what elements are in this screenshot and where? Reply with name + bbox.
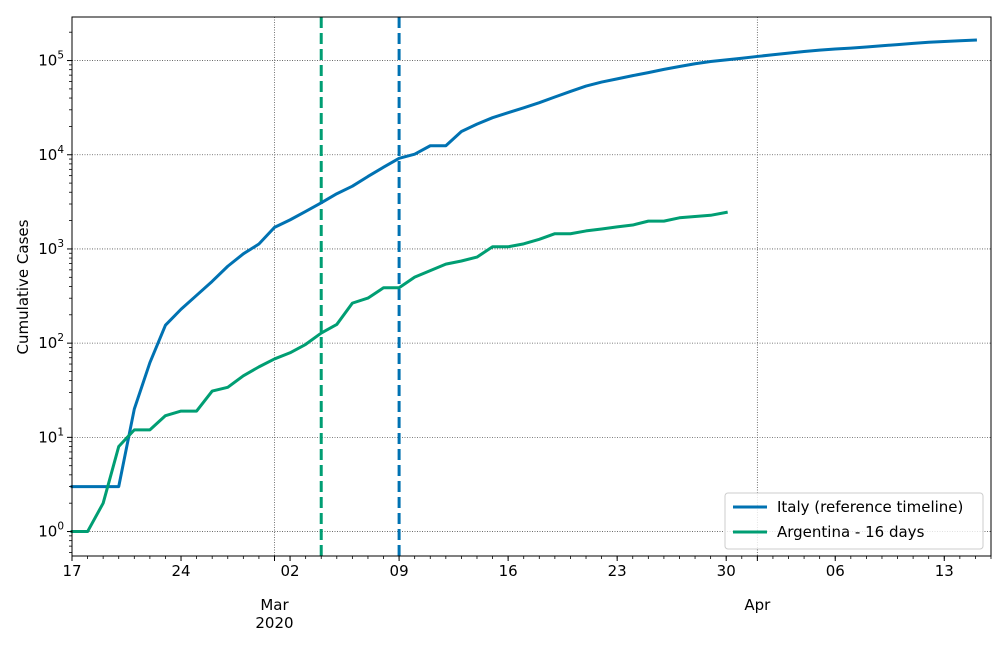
y-tick-base: 10	[38, 240, 57, 258]
x-tick-label: 23	[608, 562, 627, 580]
y-tick-exponent: 2	[57, 332, 64, 344]
y-tick-exponent: 0	[57, 521, 64, 533]
y-tick-label: 103	[38, 238, 64, 258]
legend-box	[724, 492, 984, 550]
x-tick-label: 17	[62, 562, 81, 580]
y-tick-exponent: 3	[57, 238, 64, 250]
series-lines	[70, 38, 977, 534]
x-tick-label: 09	[390, 562, 409, 580]
y-tick-base: 10	[38, 146, 57, 164]
x-tick-label: 24	[171, 562, 190, 580]
y-tick-label: 101	[38, 426, 64, 446]
y-axis-label: Cumulative Cases	[14, 219, 32, 354]
y-tick-base: 10	[38, 428, 57, 446]
legend-entry: Argentina - 16 days	[777, 523, 925, 541]
y-tick-label: 104	[38, 144, 64, 164]
x-year-label: 2020	[255, 614, 293, 632]
y-tick-exponent: 4	[57, 144, 64, 156]
vertical-markers	[319, 17, 401, 556]
grid	[72, 17, 991, 556]
y-tick-label: 105	[38, 50, 64, 70]
x-tick-label: 16	[499, 562, 518, 580]
y-tick-label: 100	[38, 521, 64, 541]
legend-entry: Italy (reference timeline)	[777, 498, 963, 516]
x-tick-label: 30	[717, 562, 736, 580]
series-line-argentina	[70, 210, 728, 534]
x-tick-label: 02	[281, 562, 300, 580]
y-tick-label: 102	[38, 332, 64, 352]
y-tick-base: 10	[38, 523, 57, 541]
y-tick-exponent: 1	[57, 426, 64, 438]
legend: Italy (reference timeline) Argentina - 16…	[724, 492, 984, 550]
x-month-label: Apr	[744, 596, 771, 614]
x-tick-label: 13	[935, 562, 954, 580]
y-tick-exponent: 5	[57, 50, 64, 62]
x-tick-label: 06	[826, 562, 845, 580]
x-month-label: Mar	[260, 596, 289, 614]
plot-frame	[71, 16, 992, 557]
series-line-italy	[70, 38, 977, 489]
y-tick-base: 10	[38, 334, 57, 352]
y-tick-base: 10	[38, 52, 57, 70]
